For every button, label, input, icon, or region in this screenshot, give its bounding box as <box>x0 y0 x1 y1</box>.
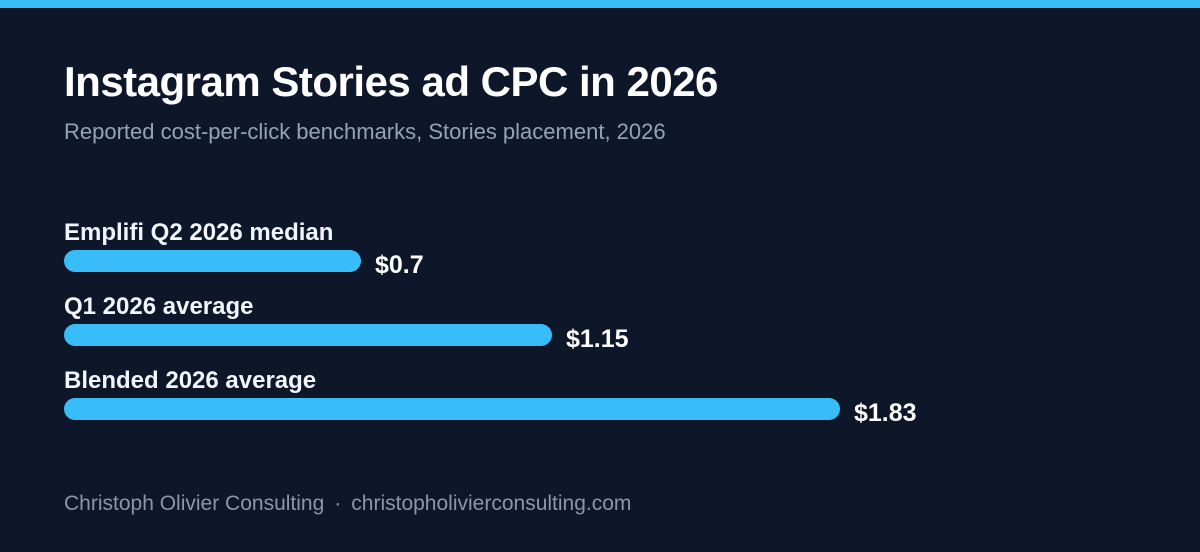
footer-separator: · <box>334 492 342 515</box>
footer-brand: Christoph Olivier Consulting <box>64 492 325 515</box>
bar-row: Emplifi Q2 2026 median $0.7 <box>64 218 1064 279</box>
chart-title: Instagram Stories ad CPC in 2026 <box>64 58 718 105</box>
bar-chart: Emplifi Q2 2026 median $0.7 Q1 2026 averag… <box>64 218 1064 438</box>
footer-website: christopholivierconsulting.com <box>351 492 632 515</box>
bar <box>64 398 840 420</box>
bar-category-label: Emplifi Q2 2026 median <box>64 219 334 246</box>
bar-row: Blended 2026 average $1.83 <box>64 366 1064 427</box>
top-accent-stripe <box>0 0 1200 8</box>
footer: Christoph Olivier Consulting · christophol… <box>64 490 631 518</box>
bar <box>64 250 361 272</box>
bar-row: Q1 2026 average $1.15 <box>64 292 1064 353</box>
chart-subtitle: Reported cost-per-click benchmarks, Stor… <box>64 119 666 144</box>
bar-category-label: Blended 2026 average <box>64 367 317 394</box>
bar-value-label: $0.7 <box>375 251 424 279</box>
bar-value-label: $1.15 <box>566 325 629 353</box>
bar <box>64 324 552 346</box>
bar-category-label: Q1 2026 average <box>64 293 254 320</box>
bar-value-label: $1.83 <box>854 399 917 427</box>
